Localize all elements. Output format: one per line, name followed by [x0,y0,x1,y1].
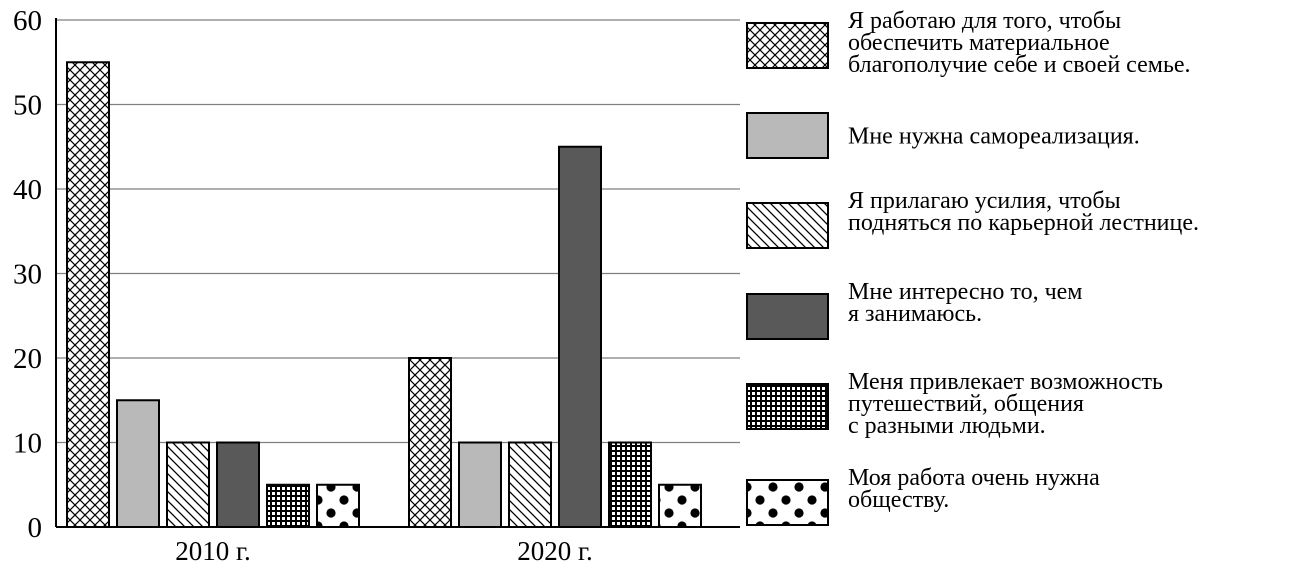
gridlines [56,19,740,444]
legend-label: Моя работа очень нужна обществу. [848,465,1100,513]
legend-label: Я прилагаю усилия, чтобы подняться по кар… [848,188,1199,236]
legend-label: Мне интересно то, чем я занимаюсь. [848,279,1083,327]
legend-swatch [746,112,829,159]
legend-label: Я работаю для того, чтобы обеспечить мате… [848,8,1191,78]
legend-swatch [746,202,829,249]
bars [66,61,702,528]
bar [116,399,160,528]
bar [166,441,210,528]
legend-swatch [746,383,829,430]
bar [558,145,602,528]
x-category-label: 2020 г. [517,536,593,562]
y-tick-label: 40 [13,174,42,206]
legend-swatch [746,479,829,526]
bar [658,483,702,528]
y-tick-label: 60 [13,5,42,37]
y-tick-label: 20 [13,343,42,375]
bar [608,441,652,528]
bar [266,483,310,528]
bar [508,441,552,528]
y-tick-label: 10 [13,428,42,460]
x-category-label: 2010 г. [175,536,251,562]
legend-swatch [746,22,829,69]
bar [458,441,502,528]
bar [316,483,360,528]
axis-labels: 0 10 20 30 40 50 60 2010 г. 2020 г. [13,5,593,562]
bar [66,61,110,528]
bar [216,441,260,528]
legend-swatch [746,293,829,340]
bar [408,357,452,528]
y-tick-label: 0 [28,512,43,544]
y-tick-label: 30 [13,259,42,291]
legend-label: Меня привлекает возможность путешествий, … [848,369,1163,439]
y-tick-label: 50 [13,90,42,122]
legend-label: Мне нужна самореализация. [848,124,1140,150]
legend: Я работаю для того, чтобы обеспечить мате… [746,8,1199,526]
